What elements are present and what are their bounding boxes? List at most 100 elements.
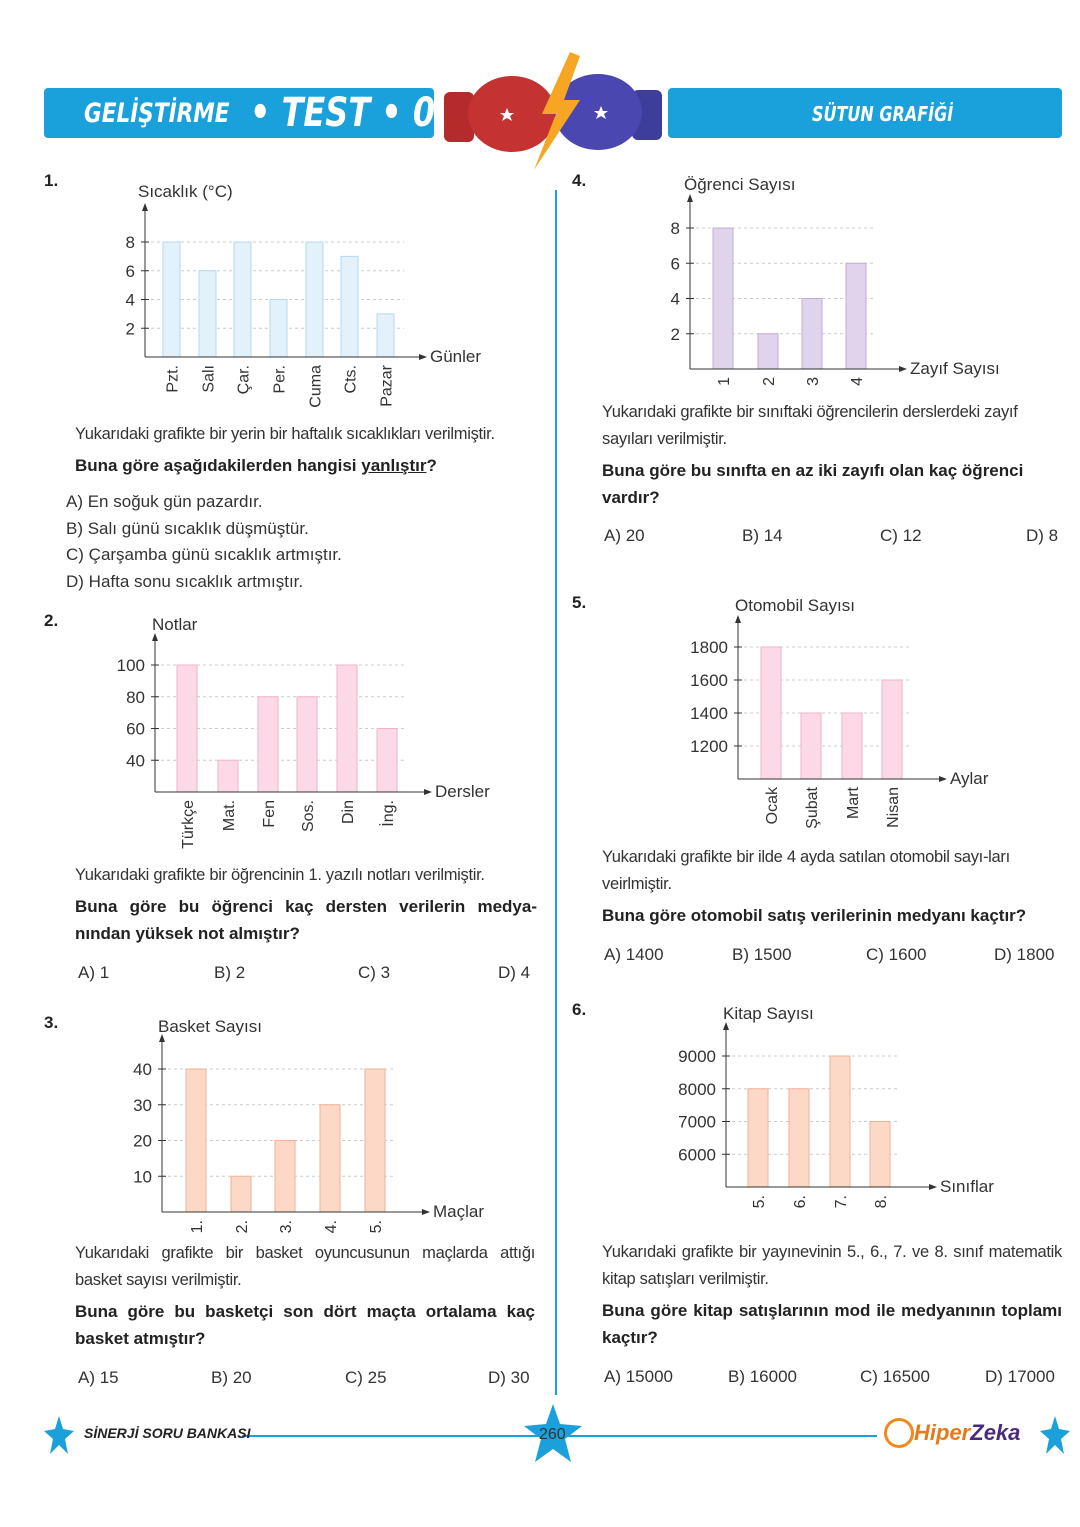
option-a[interactable]: A) 1400 (604, 945, 664, 964)
x-axis-label: Dersler (435, 782, 490, 801)
question-stem: Buna göre aşağıdakilerden hangisi yanlış… (75, 452, 535, 479)
option-a[interactable]: A) 15 (78, 1368, 119, 1387)
question-stem: Buna göre bu sınıfta en az iki zayıfı ol… (602, 461, 1024, 507)
bar-Pzt. (162, 241, 181, 358)
y-axis-label: Sıcaklık (°C) (138, 182, 233, 201)
option-d[interactable]: D) 30 (488, 1368, 530, 1387)
bar-5. (747, 1088, 769, 1188)
bar-Mat. (217, 759, 239, 793)
option-c[interactable]: C) Çarşamba günü sıcaklık artmıştır. (66, 545, 342, 564)
x-tick-label: 5. (751, 1195, 768, 1208)
column-divider (555, 190, 557, 1395)
option-b[interactable]: B) Salı günü sıcaklık düşmüştür. (66, 519, 309, 538)
y-tick-label: 40 (133, 1060, 152, 1079)
y-tick-label: 4 (671, 290, 680, 309)
option-d[interactable]: D) 4 (498, 963, 531, 982)
y-axis-label: Basket Sayısı (158, 1017, 262, 1036)
x-axis-arrow-icon (424, 789, 432, 795)
x-tick-label: Çar. (236, 365, 253, 394)
y-tick-label: 100 (117, 656, 145, 675)
y-tick-label: 60 (126, 720, 145, 739)
bar-Türkçe (176, 664, 198, 793)
question-number: 1. (44, 171, 59, 190)
bar-Cts. (340, 255, 359, 358)
bar-3 (801, 298, 823, 370)
option-a[interactable]: A) 20 (604, 526, 645, 545)
brand-part: Zeka (970, 1420, 1021, 1445)
question-text: Yukarıdaki grafikte bir sınıftaki öğrenc… (602, 403, 1018, 448)
option-a[interactable]: A) 1 (78, 963, 110, 982)
stem-emphasis: yanlıştır (361, 456, 427, 475)
option-c[interactable]: C) 1600 (866, 945, 927, 964)
option-b[interactable]: B) 16000 (728, 1367, 797, 1386)
y-tick-label: 4 (126, 291, 135, 310)
y-tick-label: 20 (133, 1132, 152, 1151)
stem-text: Buna göre aşağıdakilerden hangisi (75, 456, 362, 475)
option-b[interactable]: B) 1500 (732, 945, 792, 964)
x-tick-label: Per. (272, 365, 289, 393)
y-tick-label: 8 (126, 233, 135, 252)
x-axis-label: Maçlar (433, 1202, 484, 1221)
bar-2. (230, 1175, 252, 1213)
question-number: 4. (572, 171, 587, 190)
question-text: Yukarıdaki grafikte bir yayınevinin 5., … (602, 1243, 1062, 1288)
x-tick-label: Pzt. (165, 365, 182, 393)
bar-Şubat (800, 712, 822, 780)
bar-Fen (257, 696, 279, 793)
y-tick-label: 1400 (690, 704, 728, 723)
option-c[interactable]: C) 3 (358, 963, 391, 982)
y-axis-arrow-icon (723, 1022, 729, 1030)
option-c[interactable]: C) 12 (880, 526, 922, 545)
x-tick-label: Cts. (343, 365, 360, 393)
star-icon (44, 1416, 74, 1454)
bar-4. (319, 1104, 341, 1213)
bar-6. (788, 1088, 810, 1188)
y-axis-arrow-icon (735, 615, 741, 623)
option-b[interactable]: B) 14 (742, 526, 783, 545)
question-stem: Buna göre kitap satışlarının mod ile med… (602, 1301, 1062, 1347)
bar-Cuma (305, 241, 324, 358)
option-d[interactable]: D) Hafta sonu sıcaklık artmıştır. (66, 572, 304, 591)
question-number: 2. (44, 611, 59, 630)
question-number: 6. (572, 1000, 587, 1019)
x-tick-label: Salı (201, 365, 218, 393)
brand-logo: HiperZeka (914, 1420, 1020, 1446)
stem-end: ? (426, 456, 437, 475)
boxing-gloves-icon (444, 52, 662, 170)
x-tick-label: 1. (189, 1220, 206, 1233)
bar-Ocak (760, 646, 782, 780)
question-text: Yukarıdaki grafikte bir ilde 4 ayda satı… (602, 848, 1010, 893)
x-tick-label: Türkçe (180, 800, 197, 849)
test-number: • TEST • 05 (250, 90, 458, 136)
y-tick-label: 6 (671, 254, 680, 273)
option-a[interactable]: A) En soğuk gün pazardır. (66, 492, 263, 511)
option-d[interactable]: D) 17000 (985, 1367, 1055, 1386)
x-tick-label: 2 (761, 377, 778, 386)
bar-İng. (376, 728, 398, 793)
option-a[interactable]: A) 15000 (604, 1367, 673, 1386)
option-b[interactable]: B) 20 (211, 1368, 252, 1387)
bar-3. (274, 1140, 296, 1213)
x-axis-label: Aylar (950, 769, 989, 788)
y-axis-arrow-icon (152, 633, 158, 641)
bar-Nisan (881, 679, 903, 780)
bar-1 (712, 227, 734, 370)
x-tick-label: Din (340, 800, 357, 824)
header-band-right (668, 88, 1062, 138)
option-b[interactable]: B) 2 (214, 963, 246, 982)
x-tick-label: Fen (261, 800, 278, 828)
option-c[interactable]: C) 16500 (860, 1367, 930, 1386)
option-d[interactable]: D) 8 (1026, 526, 1059, 545)
option-d[interactable]: D) 1800 (994, 945, 1055, 964)
y-tick-label: 1600 (690, 671, 728, 690)
question-stem: Buna göre bu basketçi son dört maçta ort… (75, 1302, 535, 1348)
x-axis-arrow-icon (899, 366, 907, 372)
bar-Sos. (296, 696, 318, 793)
y-axis-label: Kitap Sayısı (723, 1004, 814, 1023)
question-number: 5. (572, 593, 587, 612)
option-c[interactable]: C) 25 (345, 1368, 387, 1387)
bar-1. (185, 1068, 207, 1213)
x-tick-label: Ocak (764, 786, 781, 824)
bar-4 (845, 262, 867, 370)
